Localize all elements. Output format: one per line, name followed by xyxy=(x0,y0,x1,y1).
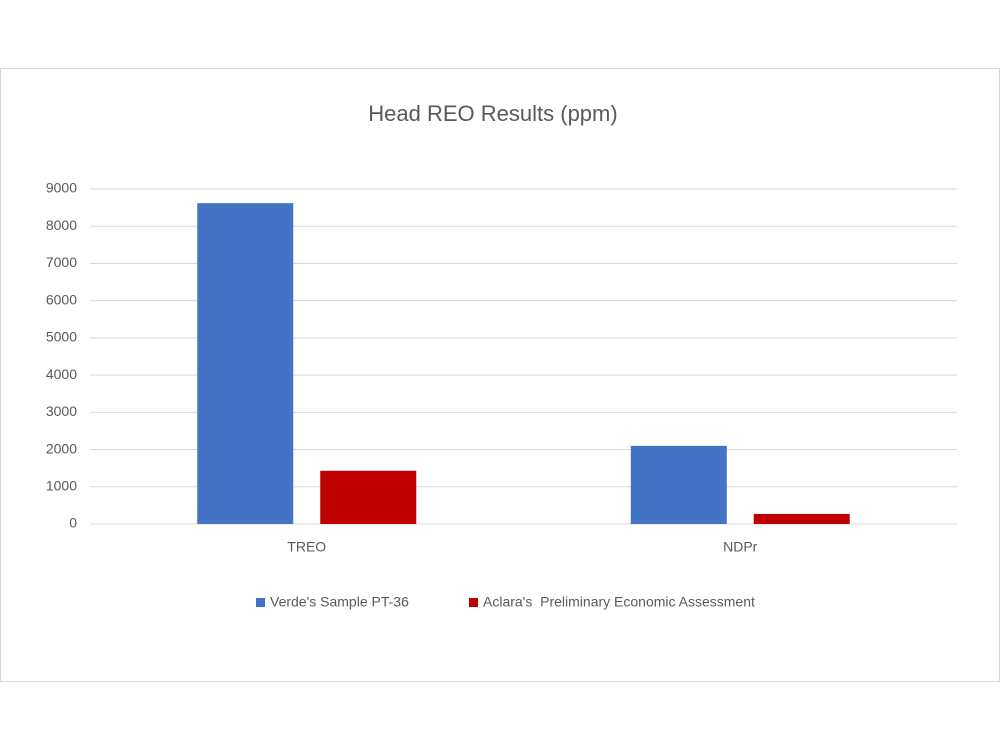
x-tick-label: NDPr xyxy=(723,539,758,555)
legend-label: Aclara's Preliminary Economic Assessment xyxy=(483,594,755,610)
y-tick-label: 7000 xyxy=(46,254,77,270)
y-tick-label: 5000 xyxy=(46,329,77,345)
chart-title: Head REO Results (ppm) xyxy=(368,101,617,126)
legend-swatch xyxy=(256,598,265,607)
y-tick-label: 2000 xyxy=(46,440,77,456)
bar xyxy=(197,203,294,524)
legend-swatch xyxy=(469,598,478,607)
y-tick-label: 0 xyxy=(69,515,77,531)
legend-label: Verde's Sample PT-36 xyxy=(270,594,409,610)
y-tick-label: 8000 xyxy=(46,217,77,233)
x-tick-label: TREO xyxy=(287,539,326,555)
y-tick-label: 4000 xyxy=(46,366,77,382)
y-tick-label: 3000 xyxy=(46,403,77,419)
bar xyxy=(630,445,727,524)
y-tick-label: 6000 xyxy=(46,291,77,307)
y-tick-label: 1000 xyxy=(46,477,77,493)
bar xyxy=(320,470,417,524)
bar xyxy=(753,513,850,524)
y-tick-label: 9000 xyxy=(46,180,77,196)
